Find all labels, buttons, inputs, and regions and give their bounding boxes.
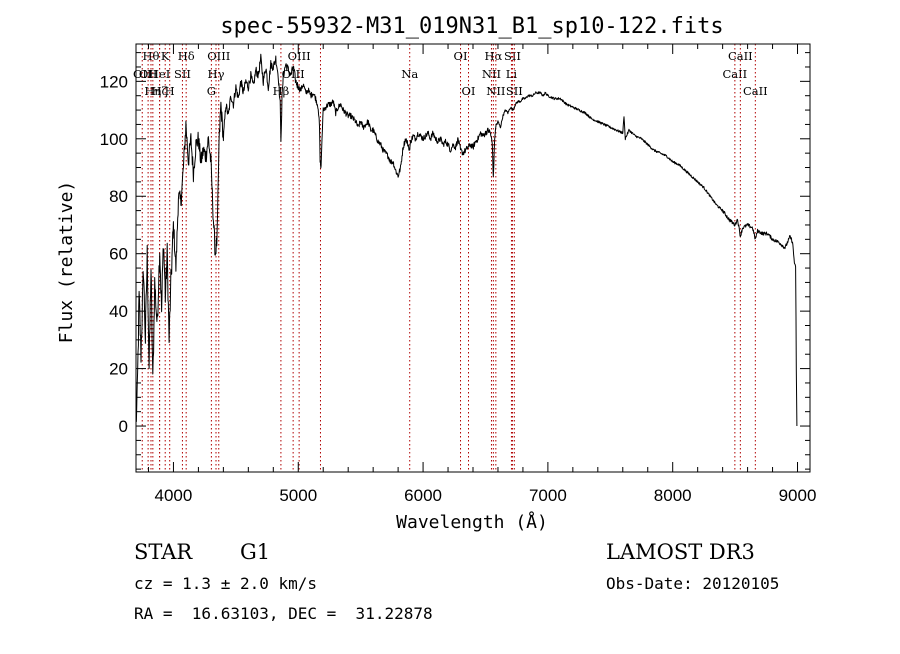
emission-line-markers: OIIOIIHηHθHeIHζKHSIIHδGHγOIIIHβOIIIOIIIN… xyxy=(133,44,768,472)
marker-label: OIII xyxy=(288,49,311,63)
marker-label: OI xyxy=(454,49,468,63)
marker-label: Hβ xyxy=(273,84,290,98)
x-tick-label: 5000 xyxy=(279,486,317,505)
marker-label: Li xyxy=(506,67,518,81)
marker-label: Na xyxy=(401,67,418,81)
plot-frame xyxy=(135,43,811,473)
marker-label: OI xyxy=(462,84,476,98)
y-tick-label: 0 xyxy=(119,417,128,436)
marker-label: Hα xyxy=(484,49,502,63)
x-tick-label: 9000 xyxy=(779,486,817,505)
marker-label: CaII xyxy=(728,49,753,63)
marker-label: SII xyxy=(506,84,523,98)
object-class: STAR xyxy=(134,540,193,564)
marker-label: SII xyxy=(504,49,521,63)
marker-label: K xyxy=(161,49,170,63)
y-tick-label: 40 xyxy=(109,302,128,321)
object-subclass: G1 xyxy=(240,540,270,564)
marker-label: NII xyxy=(482,67,501,81)
marker-label: OIII xyxy=(207,49,230,63)
y-ticks: 0 20 40 60 80 100 120 xyxy=(100,52,810,470)
redshift-text: cz = 1.3 ± 2.0 km/s xyxy=(134,574,317,593)
y-tick-label: 120 xyxy=(100,72,128,91)
y-tick-label: 100 xyxy=(100,130,128,149)
marker-label: Hγ xyxy=(208,67,225,81)
axes-group xyxy=(135,43,811,473)
y-tick-label: 60 xyxy=(109,245,128,264)
marker-label: H xyxy=(165,84,175,98)
marker-label: CaII xyxy=(722,67,747,81)
marker-label: OII xyxy=(133,67,152,81)
marker-label: Hδ xyxy=(178,49,195,63)
marker-label: Hη xyxy=(144,84,161,98)
survey-name: LAMOST DR3 xyxy=(606,540,755,564)
x-tick-label: 4000 xyxy=(155,486,193,505)
marker-label: CaII xyxy=(743,84,768,98)
y-tick-label: 20 xyxy=(109,360,128,379)
x-tick-label: 6000 xyxy=(404,486,442,505)
y-axis-label: Flux (relative) xyxy=(56,181,77,344)
x-ticks: 4000 5000 6000 7000 8000 9000 xyxy=(147,44,817,505)
x-tick-label: 8000 xyxy=(654,486,692,505)
series-line-flux xyxy=(135,53,798,427)
obs-date: Obs-Date: 20120105 xyxy=(606,574,779,593)
series-group xyxy=(135,53,798,427)
chart-title: spec-55932-M31_019N31_B1_sp10-122.fits xyxy=(220,14,723,39)
coordinates-text: RA = 16.63103, DEC = 31.22878 xyxy=(134,604,433,623)
marker-label: NII xyxy=(486,84,505,98)
marker-label: Hζ xyxy=(151,84,167,98)
marker-label: G xyxy=(207,84,216,98)
marker-label: Hθ xyxy=(143,49,160,63)
x-axis-label: Wavelength (Å) xyxy=(396,511,548,533)
x-tick-label: 7000 xyxy=(529,486,567,505)
marker-label: SII xyxy=(174,67,191,81)
y-tick-label: 80 xyxy=(109,187,128,206)
